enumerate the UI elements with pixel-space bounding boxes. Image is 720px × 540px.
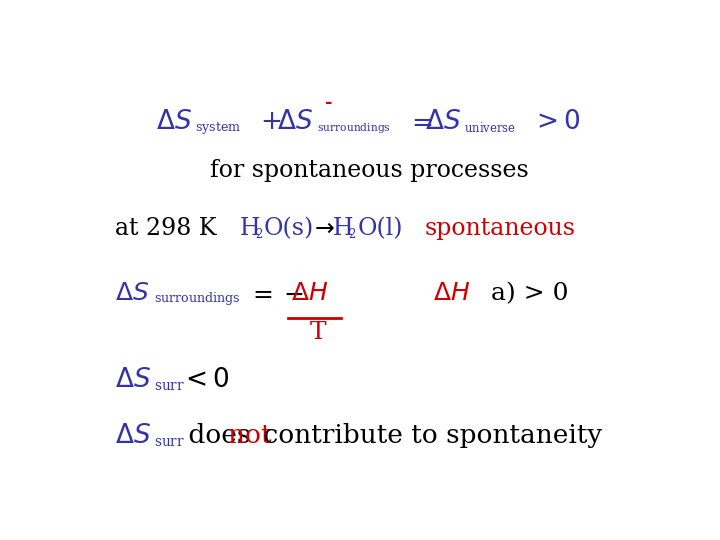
Text: $_{\mathregular{surr}}$: $_{\mathregular{surr}}$ (154, 431, 185, 449)
Text: $< 0$: $< 0$ (181, 367, 230, 392)
Text: $_{\mathregular{2}}$: $_{\mathregular{2}}$ (348, 225, 356, 242)
Text: $= -$: $= -$ (248, 282, 304, 305)
Text: $\Delta S$: $\Delta S$ (277, 109, 313, 134)
Text: $\rightarrow$: $\rightarrow$ (310, 217, 336, 240)
Text: $\Delta H$: $\Delta H$ (291, 282, 328, 305)
Text: $_{\mathregular{surroundings}}$: $_{\mathregular{surroundings}}$ (154, 290, 241, 308)
Text: does: does (181, 423, 259, 448)
Text: $_{\mathregular{system}}$: $_{\mathregular{system}}$ (195, 119, 241, 137)
Text: T: T (310, 321, 326, 344)
Text: at 298 K: at 298 K (115, 217, 217, 240)
Text: not: not (228, 423, 272, 448)
Text: $_{\mathregular{universe}}$: $_{\mathregular{universe}}$ (464, 119, 516, 136)
Text: spontaneous: spontaneous (425, 217, 576, 240)
Text: $_{\mathregular{surroundings}}$: $_{\mathregular{surroundings}}$ (317, 122, 390, 136)
Text: H: H (240, 217, 260, 240)
Text: contribute to spontaneity: contribute to spontaneity (255, 423, 602, 448)
Text: $=$: $=$ (406, 109, 432, 134)
Text: $\Delta H$: $\Delta H$ (433, 282, 470, 305)
Text: O(s): O(s) (264, 217, 315, 240)
Text: $\Delta S$: $\Delta S$ (115, 423, 151, 448)
Text: O(l): O(l) (357, 217, 402, 240)
Text: $\Delta S$: $\Delta S$ (115, 367, 151, 392)
Text: $_{\mathregular{surr}}$: $_{\mathregular{surr}}$ (154, 375, 185, 393)
Text: $\Delta S$: $\Delta S$ (156, 109, 192, 134)
Text: $\Delta S$: $\Delta S$ (425, 109, 461, 134)
Text: $\Delta S$: $\Delta S$ (115, 282, 149, 305)
Text: for spontaneous processes: for spontaneous processes (210, 159, 528, 182)
Text: $> 0$: $> 0$ (531, 109, 580, 134)
Text: -: - (325, 94, 333, 112)
Text: a) > 0: a) > 0 (475, 282, 569, 305)
Text: H: H (333, 217, 354, 240)
Text: $_{\mathregular{2}}$: $_{\mathregular{2}}$ (255, 225, 264, 242)
Text: $+$: $+$ (260, 109, 282, 134)
